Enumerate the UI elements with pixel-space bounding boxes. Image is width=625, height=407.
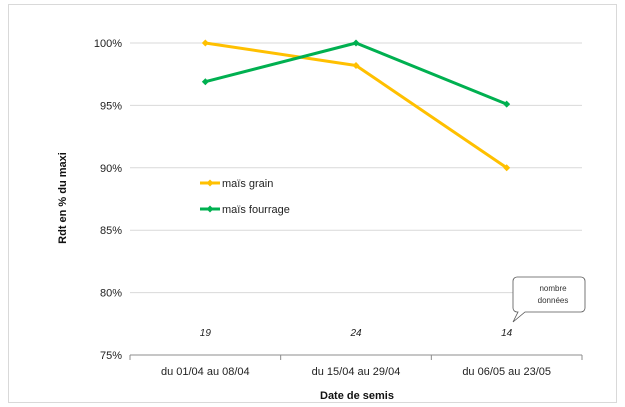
legend-label: maïs grain bbox=[222, 178, 273, 190]
legend-item: maïs fourrage bbox=[200, 204, 290, 216]
y-tick-label: 80% bbox=[100, 288, 122, 300]
legend-item: maïs grain bbox=[200, 178, 273, 190]
legend-marker bbox=[206, 205, 214, 213]
callout-line-2: données bbox=[538, 296, 569, 305]
count-label: 24 bbox=[349, 328, 362, 339]
legend-marker bbox=[206, 179, 214, 187]
legend: maïs grain maïs fourrage bbox=[200, 178, 290, 216]
count-labels: 19 24 14 bbox=[200, 328, 513, 339]
x-axis-ticks: du 01/04 au 08/04 du 15/04 au 29/04 du 06/… bbox=[129, 355, 583, 378]
chart-frame bbox=[8, 4, 617, 403]
series-1 bbox=[201, 39, 511, 172]
x-tick-label: du 06/05 au 23/05 bbox=[462, 366, 551, 378]
count-callout: nombre données bbox=[512, 276, 586, 323]
count-label: 14 bbox=[501, 328, 513, 339]
data-point bbox=[352, 39, 360, 47]
callout-box bbox=[512, 276, 586, 323]
series-line bbox=[204, 41, 508, 106]
series-lines bbox=[201, 39, 511, 172]
count-label: 19 bbox=[200, 328, 212, 339]
y-tick-label: 90% bbox=[100, 163, 122, 175]
y-tick-label: 95% bbox=[100, 100, 122, 112]
x-tick-label: du 01/04 au 08/04 bbox=[161, 366, 250, 378]
y-tick-label: 75% bbox=[100, 350, 122, 362]
y-axis-ticks: 75% 80% 85% 90% 95% 100% bbox=[94, 38, 122, 362]
data-point bbox=[503, 100, 511, 108]
x-tick-label: du 15/04 au 29/04 bbox=[312, 366, 401, 378]
callout-line-1: nombre bbox=[539, 284, 567, 293]
y-axis-title: Rdt en % du maxi bbox=[57, 152, 69, 244]
data-point bbox=[201, 78, 209, 86]
data-point bbox=[503, 164, 511, 172]
data-point bbox=[352, 61, 360, 69]
x-axis-title: Date de semis bbox=[320, 390, 394, 402]
legend-label: maïs fourrage bbox=[222, 204, 290, 216]
data-point bbox=[201, 39, 209, 47]
y-tick-label: 100% bbox=[94, 38, 122, 50]
series-2 bbox=[201, 39, 511, 108]
y-tick-label: 85% bbox=[100, 225, 122, 237]
